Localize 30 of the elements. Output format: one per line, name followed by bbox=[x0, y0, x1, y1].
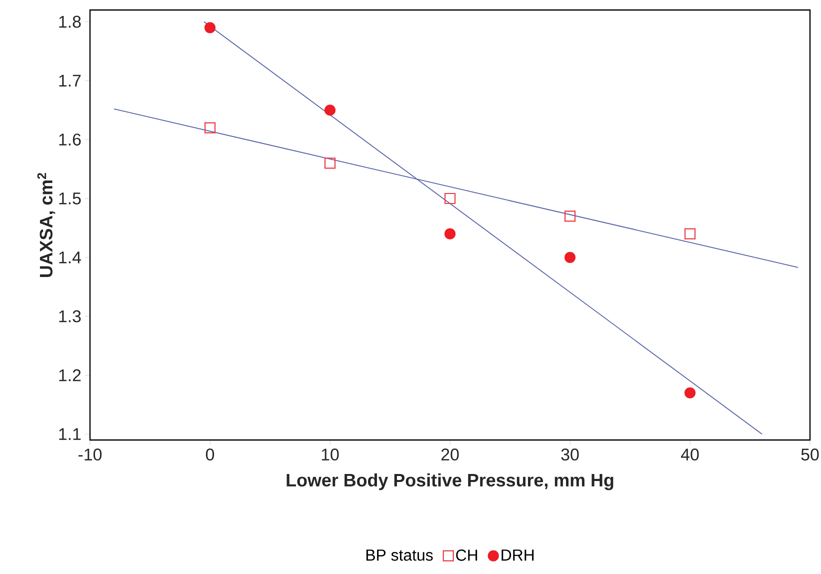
point bbox=[324, 104, 336, 116]
x-tick-label: 30 bbox=[561, 448, 579, 461]
point bbox=[684, 228, 696, 240]
point bbox=[444, 192, 456, 204]
point bbox=[324, 158, 336, 169]
x-tick-label: -10 bbox=[78, 448, 102, 461]
point bbox=[684, 387, 696, 398]
legend-label: DRH bbox=[502, 550, 534, 561]
legend-label: CH bbox=[456, 550, 478, 561]
y-tick-label: 1.1 bbox=[59, 428, 81, 440]
y-tick-label: 1.2 bbox=[59, 369, 81, 382]
y-tick-label: 1.8 bbox=[59, 16, 81, 28]
y-tick-label: 1.3 bbox=[59, 310, 81, 322]
y-tick-label: 1.7 bbox=[59, 74, 81, 87]
x-tick-label: 10 bbox=[322, 448, 339, 461]
point bbox=[564, 252, 576, 263]
x-tick-label: 20 bbox=[441, 448, 459, 461]
x-tick-label: 50 bbox=[801, 448, 819, 461]
x-tick-label: 40 bbox=[680, 448, 699, 461]
legend-title: BP status bbox=[366, 550, 433, 561]
point bbox=[204, 22, 216, 34]
x-tick-label: 0 bbox=[206, 448, 214, 461]
y-axis-title: UAXSA, cm$^{2}$ bbox=[37, 172, 56, 277]
point bbox=[204, 122, 216, 134]
x-axis-title: Lower Body Positive Pressure, mm Hg bbox=[286, 473, 614, 490]
point bbox=[564, 210, 576, 222]
point bbox=[444, 228, 456, 240]
y-tick-label: 1.4 bbox=[59, 252, 81, 264]
y-tick-label: 1.6 bbox=[59, 134, 81, 146]
y-tick-label: 1.5 bbox=[59, 192, 81, 204]
